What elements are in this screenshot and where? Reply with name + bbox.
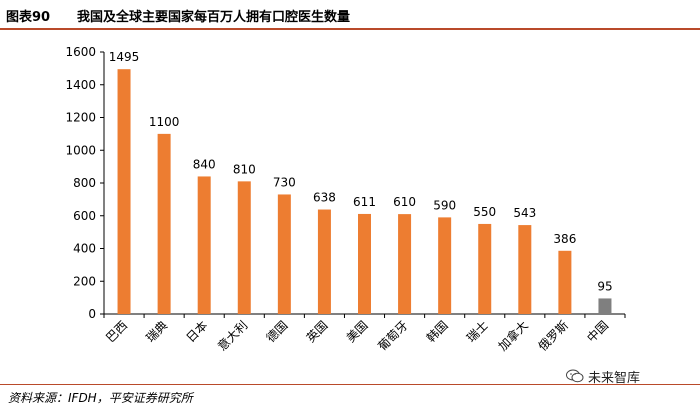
category-label: 瑞典 [143, 318, 170, 345]
category-label: 瑞士 [464, 318, 491, 345]
y-tick-label: 600 [73, 209, 96, 223]
data-label: 550 [473, 205, 496, 219]
figure-header: 图表90 我国及全球主要国家每百万人拥有口腔医生数量 [0, 0, 700, 28]
source-note: 资料来源：IFDH，平安证券研究所 [8, 391, 193, 405]
data-label: 611 [353, 195, 376, 209]
figure-title: 我国及全球主要国家每百万人拥有口腔医生数量 [77, 10, 351, 25]
figure-number: 图表90 [6, 10, 51, 25]
bar [317, 209, 331, 314]
bar [157, 133, 171, 314]
category-label: 俄罗斯 [536, 318, 571, 353]
bar [398, 214, 412, 314]
data-label: 730 [273, 175, 296, 189]
category-label: 美国 [344, 318, 371, 345]
y-tick-label: 800 [73, 176, 96, 190]
data-label: 1495 [109, 50, 140, 64]
y-tick-label: 0 [88, 307, 96, 321]
bar [358, 213, 371, 314]
category-label: 日本 [183, 318, 210, 345]
bar [237, 181, 251, 314]
category-label: 葡萄牙 [375, 318, 410, 353]
data-label: 543 [513, 206, 536, 220]
y-tick-label: 1200 [65, 111, 96, 125]
bar [558, 250, 572, 314]
bar [197, 176, 211, 314]
category-label: 巴西 [103, 318, 130, 345]
footer-divider [0, 384, 700, 385]
bar [277, 194, 291, 314]
category-label: 韩国 [423, 318, 451, 346]
y-tick-label: 1000 [65, 143, 96, 157]
data-label: 840 [193, 157, 216, 171]
data-label: 590 [433, 198, 456, 212]
category-label: 意大利 [214, 318, 250, 354]
y-tick-label: 1400 [65, 78, 96, 92]
data-label: 638 [313, 191, 336, 205]
y-tick-label: 400 [73, 242, 96, 256]
bar-chart: 0 200 400 600 800 1000 1200 1400 1600 1495 巴西 1100 瑞… [65, 45, 626, 354]
bar [518, 225, 532, 314]
data-label: 1100 [149, 115, 180, 129]
data-label: 386 [553, 232, 576, 246]
watermark: 未来智库 [566, 366, 640, 386]
watermark-text: 未来智库 [588, 370, 641, 386]
bar [598, 298, 612, 314]
category-label: 中国 [583, 318, 611, 346]
y-tick-label: 200 [73, 274, 96, 288]
category-label: 加拿大 [495, 318, 531, 354]
title-divider [0, 28, 700, 30]
bar [478, 223, 492, 314]
data-label: 610 [393, 195, 416, 209]
category-label: 英国 [304, 318, 331, 345]
data-label: 810 [233, 162, 256, 176]
category-label: 德国 [263, 318, 291, 346]
bar [117, 69, 131, 314]
y-tick-label: 1600 [65, 45, 96, 59]
data-label: 95 [597, 279, 612, 293]
bar [438, 217, 452, 314]
wechat-bubble-icon [566, 369, 584, 383]
